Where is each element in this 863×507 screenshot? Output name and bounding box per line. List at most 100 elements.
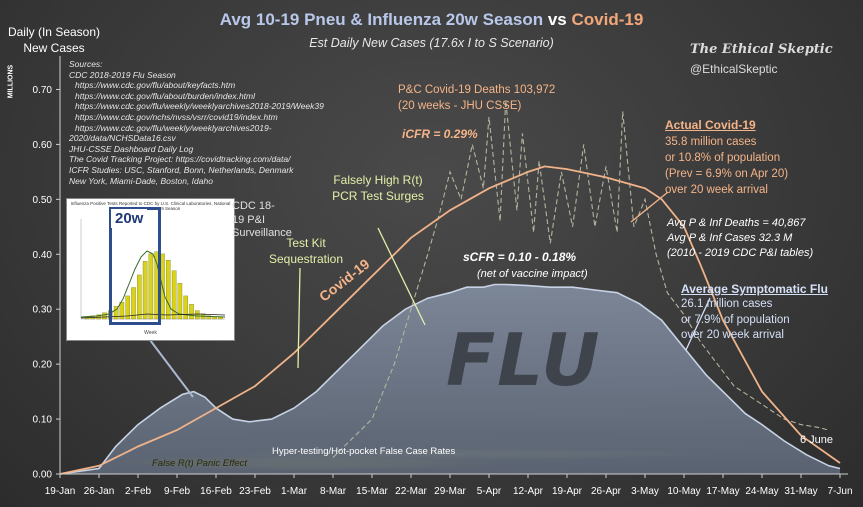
source-line: https://www.cdc.gov/nchs/nvss/vsrr/covid… (75, 111, 278, 122)
y-tick-label: 0.20 (33, 360, 53, 371)
testkit-pointer-line (297, 267, 301, 369)
source-line: https://www.cdc.gov/flu/weekly/weeklyarc… (75, 101, 324, 112)
flu-area (60, 284, 840, 474)
flu-watermark: FLU (446, 318, 602, 402)
source-line: ICFR Studies: USC, Stanford, Bonn, Nethe… (69, 164, 294, 175)
source-line: 2020/data/NCHSData16.csv (69, 133, 176, 144)
twenty-week-badge: 20w (111, 209, 148, 228)
inset-bar (113, 306, 119, 320)
flu-stat-line: 26.1 million cases (681, 298, 773, 310)
covid-pointer-line (630, 191, 669, 223)
covid-stat-line: (Prev = 6.9% on Apr 20) (665, 168, 789, 180)
covid-line (59, 165, 841, 475)
x-tick-label: 10-May (667, 486, 700, 497)
chart-subtitle: Est Daily New Cases (17.6x I to S Scenar… (309, 36, 554, 50)
inset-bar (195, 310, 200, 320)
x-tick-label: 19-Apr (552, 486, 583, 497)
sources-block: Sources: CDC 2018-2019 Flu Season https:… (69, 59, 324, 186)
deaths-line1: P&C Covid-19 Deaths 103,972 (398, 84, 556, 96)
covid-stat-line: 35.8 million cases (665, 136, 757, 148)
x-tick-label: 29-Mar (434, 486, 466, 497)
source-line: The Covid Tracking Project: https://covi… (69, 154, 291, 165)
units-label: MILLIONS (7, 64, 15, 99)
deaths-line2: (20 weeks - JHU CSSE) (398, 100, 522, 112)
x-tick-label: 5-Apr (477, 486, 502, 497)
inset-bar (189, 304, 194, 320)
source-line: JHU-CSSE Dashboard Daily Log (69, 143, 194, 154)
x-tick-label: 23-Feb (239, 486, 271, 497)
inset-bar (142, 261, 148, 320)
inset-plot (80, 219, 226, 320)
covid-stats: 35.8 million cases or 10.8% of populatio… (665, 134, 788, 198)
x-tick-label: 16-Feb (200, 486, 232, 497)
x-tick-label: 22-Mar (395, 486, 427, 497)
cdc-inset-chart: Influenza Positive Tests Reported to CDC… (66, 198, 235, 341)
brand-name: The Ethical Skeptic (690, 42, 833, 57)
y-axis-title-line2: New Cases (23, 41, 85, 55)
flu-line (59, 283, 841, 475)
inset-bar (177, 283, 183, 320)
x-tick-label: 1-Mar (281, 486, 308, 497)
avg-flu-stats: Avg P & Inf Deaths = 40,867 Avg P & Inf … (667, 216, 813, 261)
title-covid-part: Covid-19 (571, 10, 644, 29)
x-tick-label: 8-Mar (320, 486, 347, 497)
y-axis-title: Daily (In Season) New Cases (4, 24, 104, 56)
chart-title: Avg 10-19 Pneu & Influenza 20w Season vs… (0, 10, 863, 30)
falsely-high-label: Falsely High R(t) PCR Test Surges (323, 172, 433, 204)
flu-stat-line: or 7.9% of population (681, 313, 790, 326)
inset-bar (212, 316, 217, 320)
x-tick-label: 12-Apr (513, 486, 544, 497)
covid-stat-line: over 20 week arrival (665, 184, 768, 196)
x-tick-label: 26-Apr (591, 486, 622, 497)
flu-stats: 26.1 million cases or 7.9% of population… (681, 297, 790, 344)
source-line: https://www.cdc.gov/flu/about/burden/ind… (75, 90, 256, 101)
x-tick-label: 7-Jun (827, 486, 852, 497)
y-tick-label: 0.40 (33, 250, 53, 261)
inset-bar (131, 287, 136, 320)
inset-bar (102, 312, 107, 320)
testkit-line1: Test Kit (286, 236, 326, 250)
title-flu-part: Avg 10-19 Pneu & Influenza 20w Season (219, 10, 544, 29)
reported-cases-line (332, 100, 830, 458)
inset-bar (171, 270, 177, 320)
source-line: https://www.cdc.gov/flu/weekly/weeklyarc… (75, 122, 272, 133)
x-tick-label: 19-Jan (45, 486, 76, 497)
y-tick-label: 0.70 (33, 85, 53, 96)
y-tick-label: 0.10 (33, 415, 53, 426)
y-tick-label: 0.60 (33, 140, 53, 151)
covid-heading: Actual Covid-19 (665, 118, 756, 132)
y-axis-title-line1: Daily (In Season) (7, 25, 101, 39)
hyper-testing-label: Hyper-testing/Hot-pocket False Case Rate… (272, 446, 456, 457)
falsely-high-line2: PCR Test Surges (332, 189, 424, 203)
title-vs: vs (547, 10, 567, 29)
inset-bar (148, 253, 154, 320)
x-tick-label: 9-Feb (164, 486, 191, 497)
testkit-label: Test Kit Sequestration (258, 235, 354, 267)
inset-bar (166, 260, 171, 320)
inset-bar (137, 274, 142, 320)
june6-label: 6 June (800, 434, 834, 446)
twenty-week-box (109, 207, 161, 325)
icfr-label: iCFR = 0.29% (402, 127, 478, 141)
y-tick-label: 0.00 (33, 470, 53, 481)
units-label-wrap: MILLIONS (3, 64, 15, 104)
avg-cases: Avg P & Inf Cases 32.3 M (667, 232, 793, 244)
falsely-high-pointer-line (377, 227, 426, 326)
x-tick-label: 26-Jan (84, 486, 115, 497)
inset-bar (183, 295, 188, 320)
x-tick-label: 15-Mar (356, 486, 388, 497)
source-line: CDC 2018-2019 Flu Season (69, 69, 176, 80)
covid-stat-line: or 10.8% of population (665, 152, 781, 164)
source-line: https://www.cdc.gov/flu/about/keyfacts.h… (75, 80, 236, 91)
flu-stat-line: over 20 week arrival (681, 329, 784, 341)
y-tick-label: 0.50 (33, 195, 53, 206)
inset-bar (206, 315, 212, 320)
y-tick-label: 0.30 (33, 305, 53, 316)
scfr-note: (net of vaccine impact) (477, 268, 588, 280)
inset-pointer-line (149, 339, 194, 398)
panic-effect-label: False R(t) Panic Effect (152, 458, 248, 469)
scfr-label: sCFR = 0.10 - 0.18% (463, 250, 577, 264)
testkit-line2: Sequestration (268, 252, 344, 266)
avg-source: (2010 - 2019 CDC P&I tables) (667, 247, 814, 259)
